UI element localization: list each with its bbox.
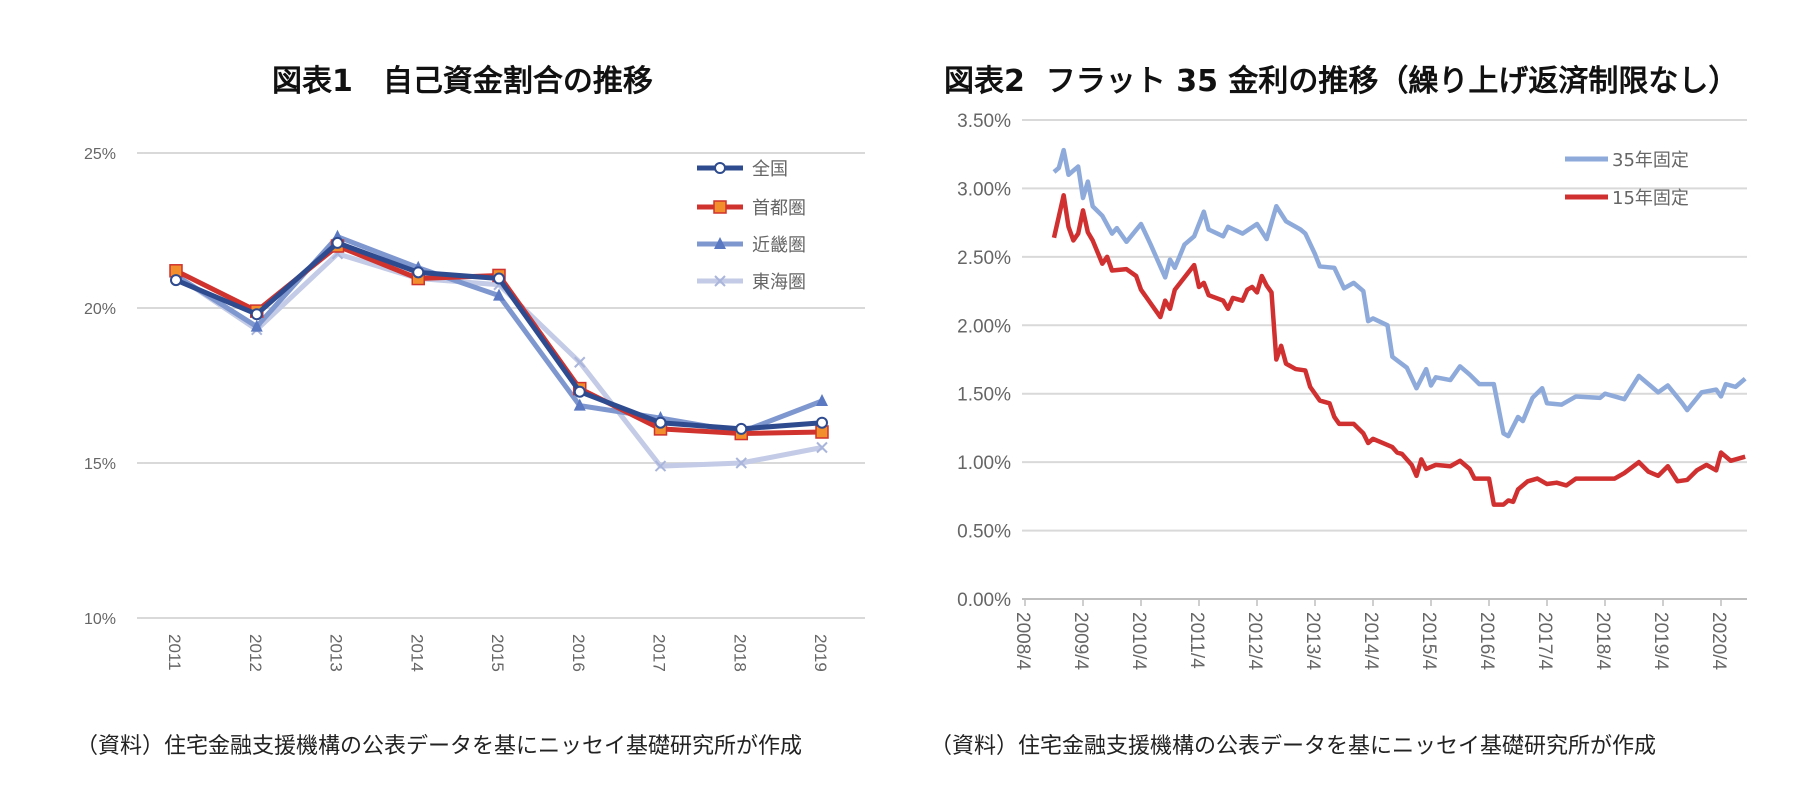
data-point	[816, 416, 828, 429]
data-point	[654, 460, 667, 472]
x-tick-label: 2018	[730, 634, 749, 672]
data-point	[816, 394, 828, 406]
data-point	[170, 274, 182, 287]
data-point	[574, 356, 586, 368]
series-2	[169, 239, 829, 441]
x-tick-label: 2015	[488, 634, 507, 672]
y-tick-label: 3.50%	[957, 111, 1011, 132]
legend-item: 15年固定	[1565, 188, 1689, 209]
chart2-title: 図表2 フラット 35 金利の推移（繰り上げ返済制限なし）	[944, 64, 1739, 99]
x-tick-label: 2012	[246, 634, 265, 672]
x-tick-label: 2015/4	[1418, 612, 1439, 671]
series-line-2	[1051, 193, 1746, 507]
legend-item: 全国	[697, 159, 788, 180]
data-point	[714, 162, 726, 174]
y-tick-label: 0.00%	[957, 590, 1011, 611]
data-point	[331, 236, 344, 249]
legend-label: 15年固定	[1612, 188, 1689, 209]
y-tick-label: 15%	[84, 456, 116, 473]
data-point	[573, 398, 586, 411]
x-tick-label: 2017/4	[1534, 612, 1555, 671]
x-tick-label: 2019/4	[1650, 612, 1671, 671]
series-line	[174, 234, 823, 435]
legend-item: 首都圏	[697, 198, 806, 219]
x-tick-label: 2011	[165, 634, 184, 671]
y-tick-label: 0.50%	[957, 522, 1011, 543]
legend-label: 東海圏	[752, 272, 806, 293]
x-tick-label: 2012/4	[1244, 612, 1265, 671]
x-tick-label: 2018/4	[1592, 612, 1613, 671]
x-tick-label: 2016/4	[1476, 612, 1497, 671]
data-point	[714, 275, 726, 287]
x-tick-label: 2010/4	[1128, 612, 1149, 671]
chart1-title: 図表1 自己資金割合の推移	[272, 64, 653, 99]
data-point	[412, 266, 425, 279]
data-point	[654, 416, 667, 429]
legend-label: 近畿圏	[752, 235, 806, 256]
legend-label: 全国	[752, 159, 788, 180]
chart2-source-note: （資料）住宅金融支援機構の公表データを基にニッセイ基礎研究所が作成	[930, 734, 1657, 759]
x-tick-label: 2009/4	[1070, 612, 1091, 671]
data-point	[713, 200, 727, 214]
chart1-source-note: （資料）住宅金融支援機構の公表データを基にニッセイ基礎研究所が作成	[76, 734, 803, 759]
y-tick-label: 25%	[84, 146, 116, 163]
data-point	[493, 288, 505, 301]
x-tick-label: 2011/4	[1186, 612, 1207, 669]
data-point	[250, 319, 263, 332]
legend-label: 35年固定	[1612, 150, 1689, 171]
data-point	[573, 385, 586, 398]
legend-item: 東海圏	[697, 272, 806, 293]
legend-item: 近畿圏	[697, 235, 806, 256]
x-tick-label: 2014	[407, 634, 426, 672]
legend-label: 首都圏	[752, 198, 806, 219]
series-1	[170, 236, 828, 435]
x-tick-label: 2019	[811, 634, 830, 672]
y-tick-label: 20%	[84, 301, 116, 318]
x-tick-label: 2013	[327, 634, 346, 672]
series-3	[170, 229, 828, 437]
data-point	[250, 308, 263, 321]
data-point	[493, 272, 505, 285]
y-tick-label: 10%	[84, 611, 116, 628]
x-tick-label: 2016	[569, 634, 588, 672]
data-point	[735, 422, 748, 435]
series-line-1	[1052, 147, 1747, 439]
data-point	[714, 237, 726, 249]
x-tick-label: 2014/4	[1360, 612, 1381, 671]
y-tick-label: 1.00%	[957, 453, 1011, 474]
y-tick-label: 3.00%	[957, 179, 1011, 200]
x-tick-label: 2020/4	[1708, 612, 1729, 671]
y-tick-label: 2.00%	[957, 316, 1011, 337]
legend-item: 35年固定	[1565, 150, 1689, 171]
data-point	[816, 441, 828, 454]
data-point	[735, 457, 747, 469]
x-tick-label: 2008/4	[1012, 612, 1033, 671]
y-tick-label: 2.50%	[957, 248, 1011, 269]
x-tick-label: 2017	[650, 634, 669, 672]
x-tick-label: 2013/4	[1302, 612, 1323, 671]
y-tick-label: 1.50%	[957, 385, 1011, 406]
